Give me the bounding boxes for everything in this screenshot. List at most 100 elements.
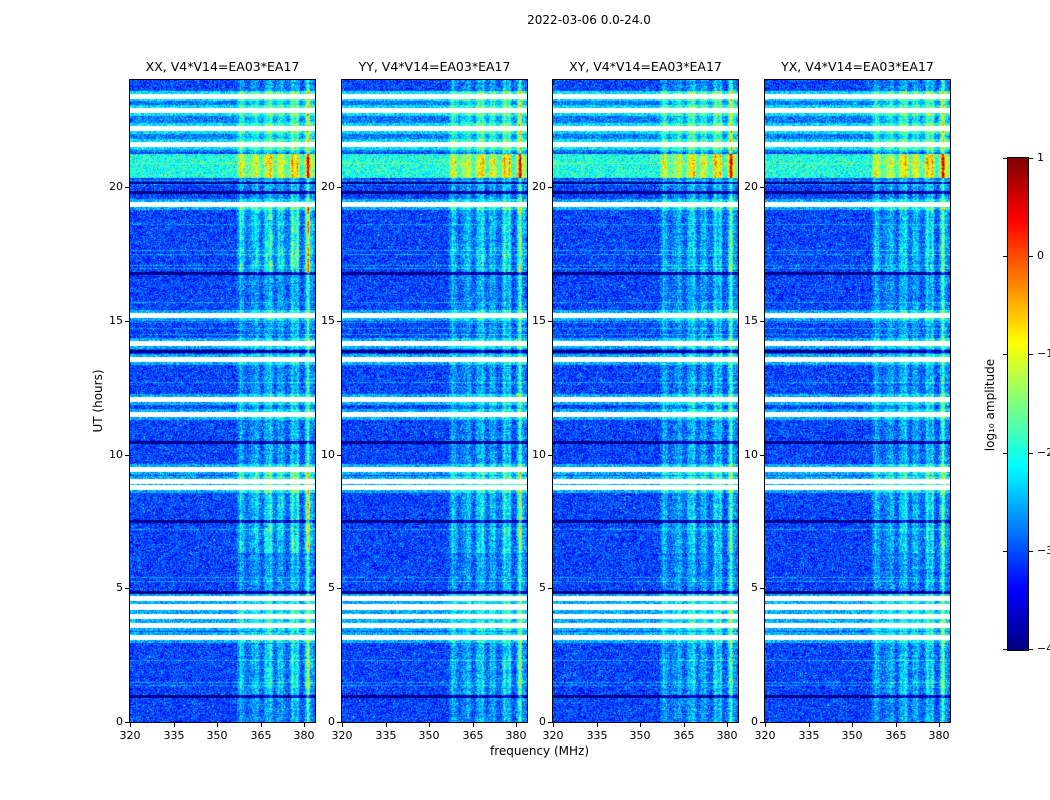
y-tick	[125, 588, 129, 589]
y-tick	[548, 722, 552, 723]
y-tick-label: 10	[744, 448, 758, 461]
x-tick	[553, 723, 554, 727]
x-tick	[684, 723, 685, 727]
x-tick-label: 380	[716, 729, 738, 742]
x-tick	[342, 723, 343, 727]
x-tick-label: 320	[331, 729, 353, 742]
x-tick	[429, 723, 430, 727]
colorbar-tick-label: 0	[1037, 249, 1044, 262]
x-tick-label: 350	[841, 729, 863, 742]
x-tick-label: 335	[586, 729, 608, 742]
y-tick-label: 10	[532, 448, 546, 461]
colorbar-tick	[1029, 453, 1033, 454]
x-tick-label: 350	[629, 729, 651, 742]
colorbar-tick-label: −3	[1037, 544, 1050, 557]
x-tick	[304, 723, 305, 727]
colorbar-tick-label: −1	[1037, 347, 1050, 360]
x-tick-label: 320	[542, 729, 564, 742]
x-tick-label: 380	[293, 729, 315, 742]
x-tick-label: 380	[505, 729, 527, 742]
y-axis-label: UT (hours)	[91, 369, 105, 433]
x-tick	[597, 723, 598, 727]
y-tick-label: 5	[328, 581, 335, 594]
x-tick	[852, 723, 853, 727]
y-tick	[548, 455, 552, 456]
colorbar-tick	[1029, 649, 1033, 650]
y-tick	[548, 321, 552, 322]
spectrogram-canvas-YY	[342, 80, 527, 722]
y-tick-label: 0	[539, 715, 546, 728]
x-tick	[727, 723, 728, 727]
y-tick-label: 10	[109, 448, 123, 461]
x-tick-label: 335	[375, 729, 397, 742]
y-tick	[337, 455, 341, 456]
x-tick-label: 380	[928, 729, 950, 742]
colorbar-tick	[1003, 256, 1007, 257]
spectrogram-canvas-YX	[765, 80, 950, 722]
colorbar	[1007, 157, 1029, 651]
colorbar-tick	[1003, 158, 1007, 159]
x-tick-label: 335	[163, 729, 185, 742]
x-tick-label: 365	[673, 729, 695, 742]
y-tick	[548, 187, 552, 188]
y-tick-label: 5	[751, 581, 758, 594]
x-tick	[473, 723, 474, 727]
colorbar-tick-label: −4	[1037, 642, 1050, 655]
y-tick-label: 20	[109, 180, 123, 193]
x-tick	[939, 723, 940, 727]
x-tick	[261, 723, 262, 727]
x-tick-label: 350	[206, 729, 228, 742]
y-tick-label: 0	[751, 715, 758, 728]
y-tick	[125, 722, 129, 723]
colorbar-label: log₁₀ amplitude	[983, 358, 997, 452]
panel-YY	[341, 79, 528, 723]
figure-title: 2022-03-06 0.0-24.0	[527, 13, 651, 27]
colorbar-tick	[1003, 453, 1007, 454]
y-tick-label: 15	[744, 314, 758, 327]
y-tick	[760, 321, 764, 322]
y-tick	[125, 187, 129, 188]
x-tick	[640, 723, 641, 727]
x-tick-label: 365	[885, 729, 907, 742]
y-tick	[760, 588, 764, 589]
colorbar-tick	[1029, 551, 1033, 552]
y-tick-label: 20	[744, 180, 758, 193]
y-tick	[337, 187, 341, 188]
y-tick	[337, 722, 341, 723]
x-tick-label: 365	[250, 729, 272, 742]
y-tick	[337, 321, 341, 322]
x-tick-label: 350	[418, 729, 440, 742]
y-tick	[760, 722, 764, 723]
x-tick	[809, 723, 810, 727]
colorbar-tick	[1029, 354, 1033, 355]
x-tick	[130, 723, 131, 727]
y-tick-label: 0	[328, 715, 335, 728]
x-axis-label: frequency (MHz)	[489, 744, 590, 758]
x-tick	[765, 723, 766, 727]
y-tick	[548, 588, 552, 589]
y-tick-label: 20	[321, 180, 335, 193]
y-tick	[125, 321, 129, 322]
y-tick-label: 15	[532, 314, 546, 327]
colorbar-tick-label: 1	[1037, 151, 1044, 164]
x-tick	[217, 723, 218, 727]
spectrogram-canvas-XX	[130, 80, 315, 722]
panel-title-XY: XY, V4*V14=EA03*EA17	[569, 59, 722, 74]
y-tick-label: 15	[321, 314, 335, 327]
y-tick-label: 5	[116, 581, 123, 594]
y-tick	[125, 455, 129, 456]
panel-title-YX: YX, V4*V14=EA03*EA17	[781, 59, 934, 74]
x-tick	[516, 723, 517, 727]
panel-title-XX: XX, V4*V14=EA03*EA17	[145, 59, 300, 74]
colorbar-tick	[1003, 551, 1007, 552]
panel-YX	[764, 79, 951, 723]
y-tick-label: 15	[109, 314, 123, 327]
panel-XY	[552, 79, 739, 723]
x-tick-label: 320	[119, 729, 141, 742]
colorbar-tick	[1029, 256, 1033, 257]
panel-XX	[129, 79, 316, 723]
y-tick-label: 20	[532, 180, 546, 193]
colorbar-gradient-canvas	[1008, 158, 1028, 650]
x-tick-label: 320	[754, 729, 776, 742]
